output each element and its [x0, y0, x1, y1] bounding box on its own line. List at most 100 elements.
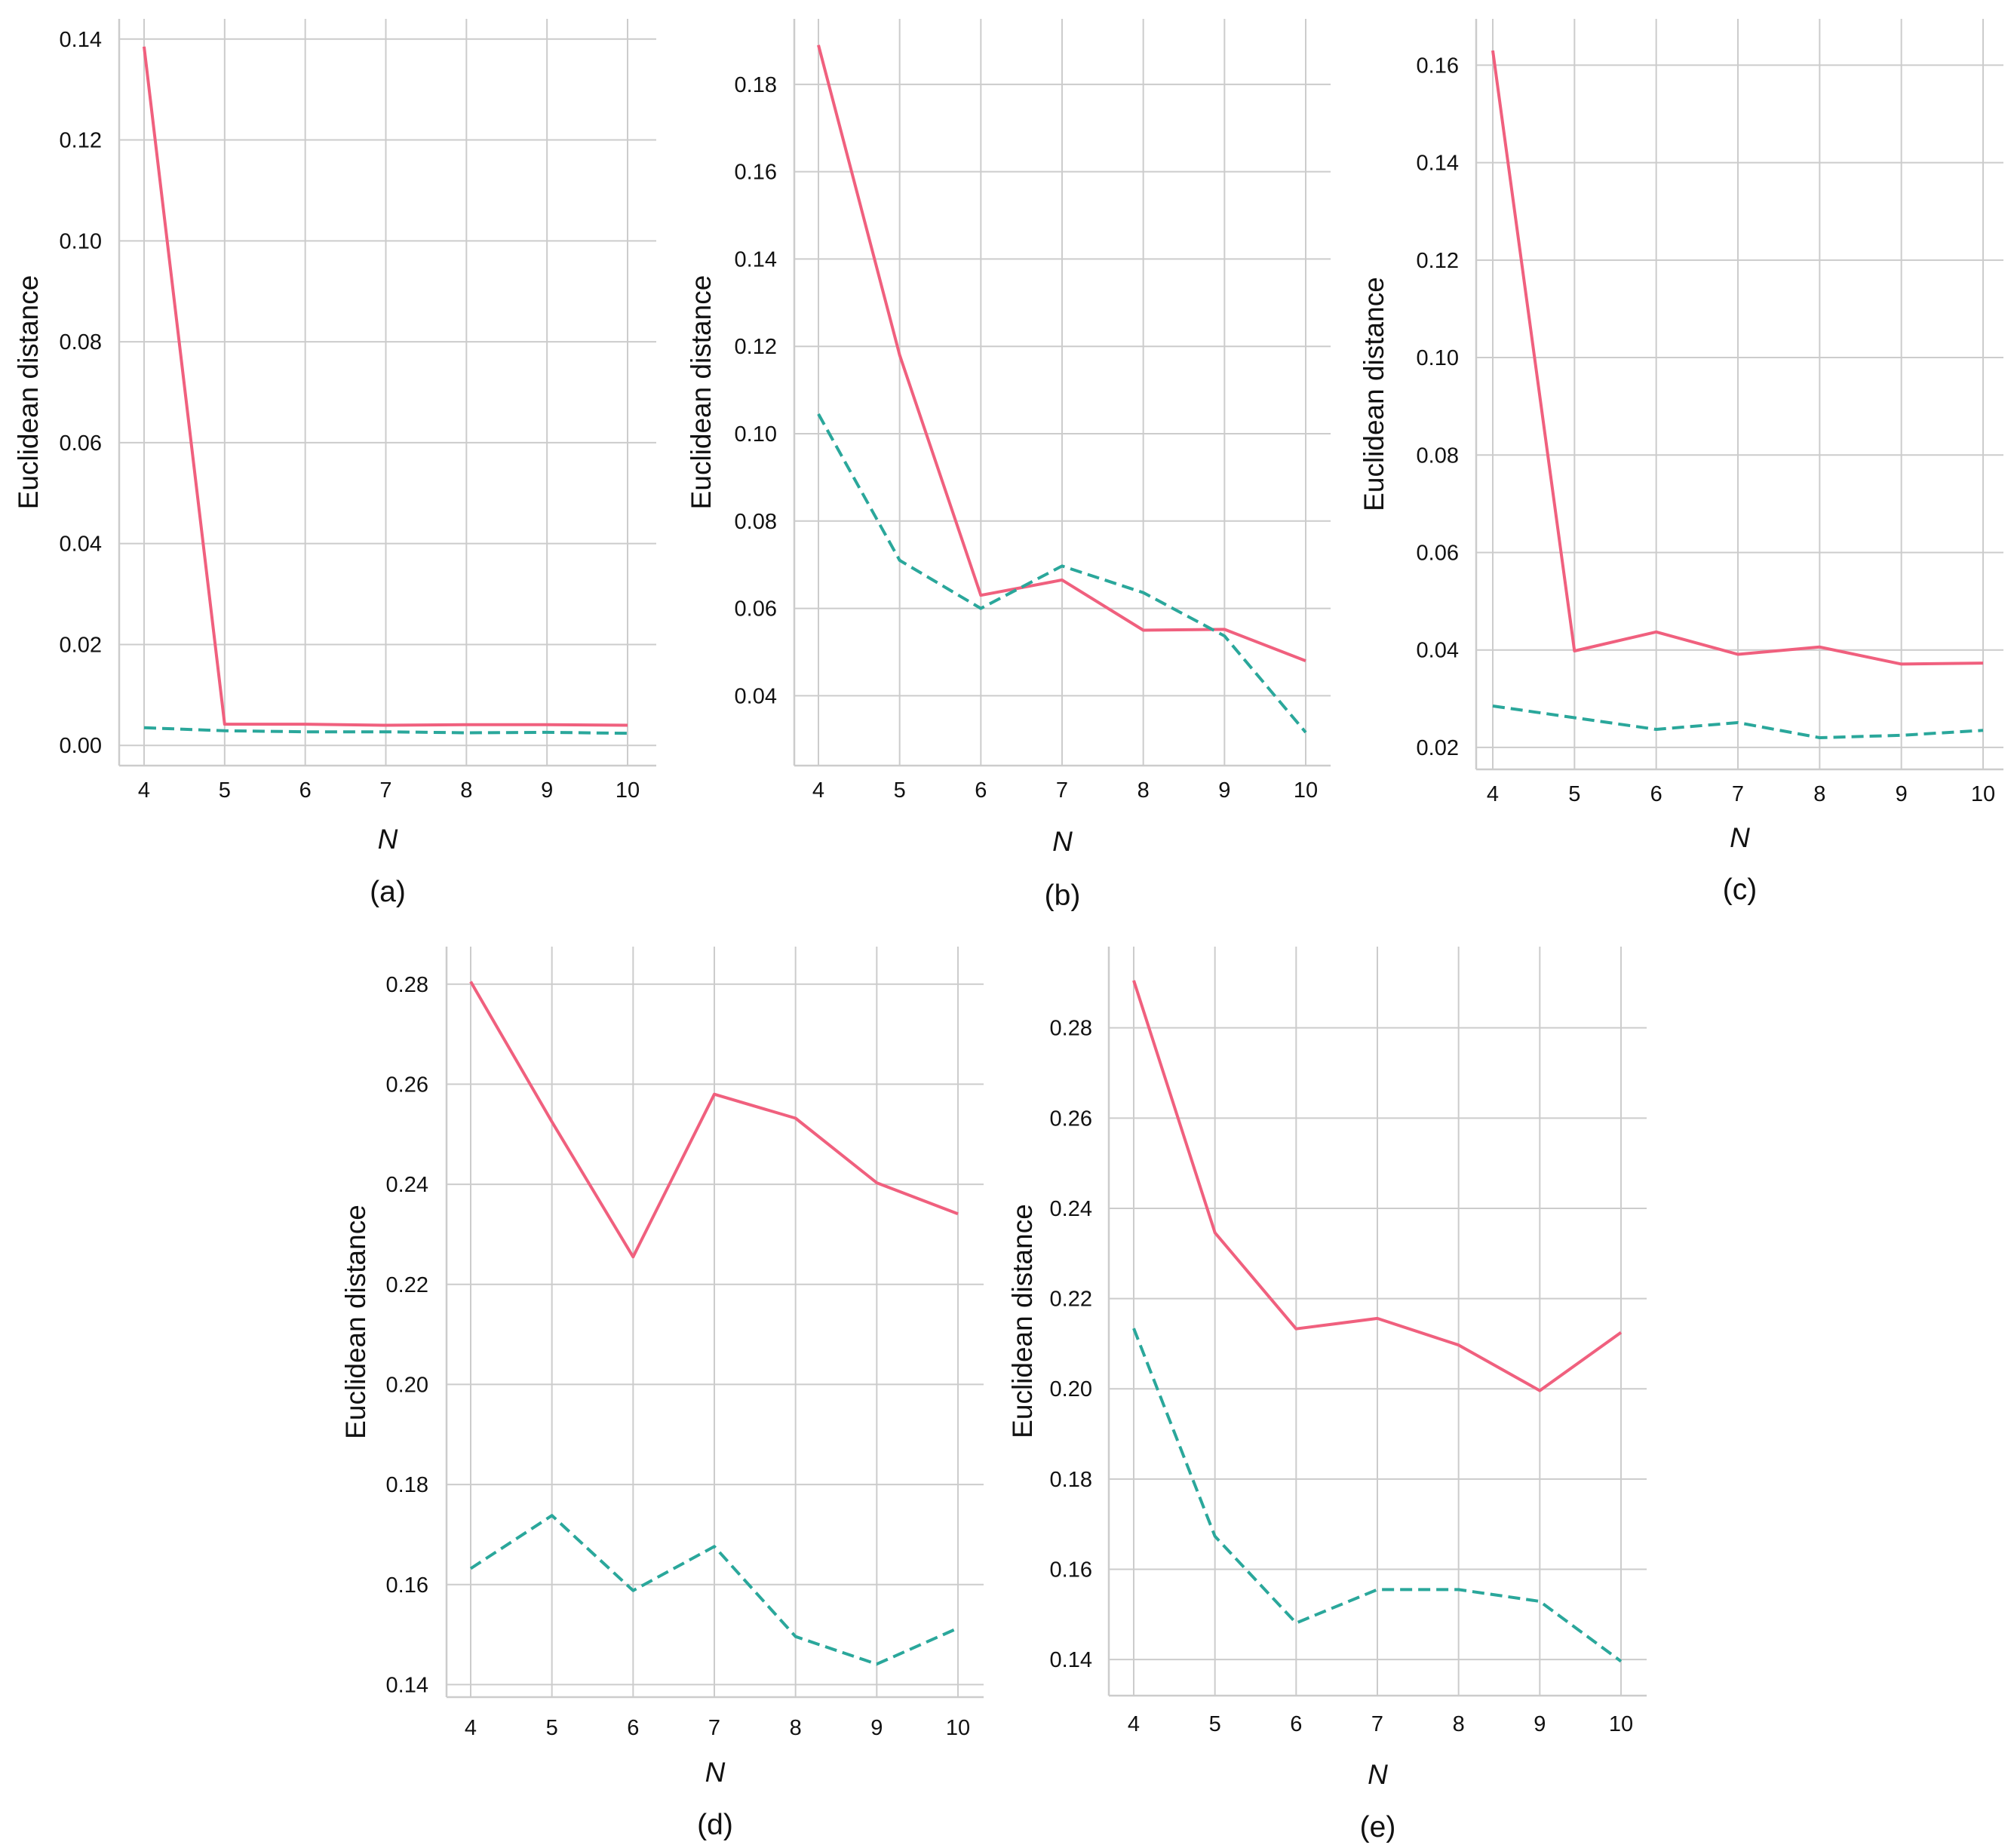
series-line-dashed — [469, 1514, 959, 1666]
x-tick-label: 7 — [379, 778, 391, 803]
y-tick-label: 0.20 — [1050, 1377, 1092, 1401]
x-tick-label: 9 — [541, 778, 553, 803]
y-tick-label: 0.06 — [1417, 541, 1459, 565]
y-axis-label: Euclidean distance — [1359, 277, 1389, 511]
y-axis-label: Euclidean distance — [686, 275, 717, 510]
y-tick-label: 0.16 — [1050, 1558, 1092, 1582]
panel-caption: (c) — [1723, 873, 1757, 906]
panel-caption: (d) — [697, 1809, 733, 1841]
series-line-dashed — [143, 726, 628, 735]
y-tick-label: 0.06 — [735, 597, 777, 622]
y-tick-label: 0.12 — [60, 129, 102, 153]
y-tick-label: 0.26 — [386, 1073, 428, 1097]
series-line-solid — [143, 46, 628, 727]
y-tick-label: 0.18 — [386, 1473, 428, 1497]
y-tick-label: 0.24 — [1050, 1197, 1092, 1221]
x-tick-label: 8 — [790, 1716, 802, 1740]
x-tick-label: 10 — [616, 778, 640, 803]
x-tick-label: 8 — [1813, 782, 1825, 806]
x-tick-label: 7 — [708, 1716, 720, 1740]
panel-d: 0.14 0.16 0.18 0.20 0.22 0.24 0.26 0.28 4 5 6 7 8 9 10… — [340, 947, 984, 1841]
x-tick-label: 6 — [975, 778, 987, 803]
series-line-solid — [1491, 50, 1984, 666]
y-tick-label: 0.20 — [386, 1373, 428, 1397]
y-tick-label: 0.00 — [60, 734, 102, 758]
y-tick-label: 0.02 — [60, 633, 102, 657]
y-axis-label: Euclidean distance — [340, 1205, 371, 1439]
y-tick-label: 0.10 — [60, 229, 102, 253]
x-tick-label: 8 — [460, 778, 472, 803]
x-tick-label: 5 — [546, 1716, 558, 1740]
y-tick-label: 0.04 — [60, 533, 102, 557]
y-tick-label: 0.16 — [735, 161, 777, 185]
y-tick-label: 0.12 — [735, 335, 777, 359]
x-tick-label: 4 — [1487, 782, 1499, 806]
y-tick-label: 0.26 — [1050, 1107, 1092, 1131]
x-axis-label: N — [1368, 1759, 1388, 1790]
y-tick-label: 0.16 — [1417, 54, 1459, 78]
y-tick-label: 0.12 — [1417, 249, 1459, 273]
panel-e: 0.14 0.16 0.18 0.20 0.22 0.24 0.26 0.28 4 5 6 7 8 9 10… — [1007, 947, 1647, 1843]
x-axis-label: N — [1730, 822, 1750, 853]
x-tick-label: 10 — [1294, 778, 1318, 803]
y-tick-label: 0.14 — [386, 1673, 428, 1697]
x-tick-label: 4 — [465, 1716, 477, 1740]
x-tick-label: 4 — [138, 778, 150, 803]
y-tick-label: 0.14 — [1050, 1648, 1092, 1672]
y-tick-label: 0.14 — [735, 247, 777, 272]
x-tick-label: 5 — [1568, 782, 1580, 806]
y-tick-label: 0.18 — [735, 73, 777, 97]
y-tick-label: 0.10 — [735, 422, 777, 447]
x-tick-label: 8 — [1453, 1712, 1465, 1736]
x-tick-label: 4 — [812, 778, 824, 803]
y-tick-label: 0.28 — [386, 973, 428, 997]
panel-c: 0.02 0.04 0.06 0.08 0.10 0.12 0.14 0.16 4 5 6 7 8 9 10… — [1359, 19, 2003, 906]
y-tick-label: 0.06 — [60, 431, 102, 456]
x-tick-label: 7 — [1732, 782, 1744, 806]
y-tick-label: 0.16 — [386, 1573, 428, 1598]
y-tick-label: 0.18 — [1050, 1468, 1092, 1492]
x-tick-label: 9 — [1218, 778, 1230, 803]
y-tick-label: 0.04 — [1417, 639, 1459, 663]
y-tick-label: 0.28 — [1050, 1017, 1092, 1041]
x-tick-label: 10 — [1971, 782, 1995, 806]
y-tick-label: 0.14 — [1417, 152, 1459, 176]
series-line-dashed — [817, 413, 1307, 734]
panel-caption: (e) — [1360, 1811, 1396, 1843]
x-tick-label: 8 — [1137, 778, 1150, 803]
y-tick-label: 0.08 — [735, 510, 777, 534]
x-axis-label: N — [1052, 826, 1073, 857]
y-axis-label: Euclidean distance — [1007, 1204, 1038, 1438]
x-tick-label: 9 — [1534, 1712, 1546, 1736]
series-line-dashed — [1132, 1328, 1623, 1663]
x-tick-label: 5 — [1209, 1712, 1221, 1736]
x-axis-label: N — [705, 1757, 726, 1788]
y-tick-label: 0.08 — [60, 330, 102, 355]
panel-caption: (b) — [1045, 879, 1081, 912]
x-tick-label: 9 — [870, 1716, 883, 1740]
x-tick-label: 4 — [1128, 1712, 1140, 1736]
x-tick-label: 6 — [1650, 782, 1662, 806]
x-tick-label: 5 — [894, 778, 906, 803]
y-tick-label: 0.08 — [1417, 444, 1459, 468]
y-tick-label: 0.02 — [1417, 736, 1459, 760]
series-line-solid — [469, 981, 959, 1259]
panel-a: 0.00 0.02 0.04 0.06 0.08 0.10 0.12 0.14 4 5 6 7 8 9 10… — [13, 19, 656, 908]
y-tick-label: 0.24 — [386, 1173, 428, 1197]
series-line-solid — [1132, 980, 1623, 1392]
y-tick-label: 0.22 — [1050, 1288, 1092, 1312]
x-tick-label: 9 — [1896, 782, 1908, 806]
x-tick-label: 7 — [1056, 778, 1068, 803]
series-line-solid — [817, 45, 1306, 662]
y-tick-label: 0.22 — [386, 1273, 428, 1297]
panel-caption: (a) — [370, 876, 406, 908]
y-tick-label: 0.14 — [60, 28, 102, 52]
series-line-dashed — [1492, 705, 1984, 739]
x-tick-label: 6 — [1290, 1712, 1302, 1736]
x-tick-label: 6 — [627, 1716, 639, 1740]
x-tick-label: 10 — [946, 1716, 970, 1740]
y-tick-label: 0.10 — [1417, 346, 1459, 370]
x-tick-label: 6 — [299, 778, 312, 803]
x-tick-label: 5 — [219, 778, 231, 803]
